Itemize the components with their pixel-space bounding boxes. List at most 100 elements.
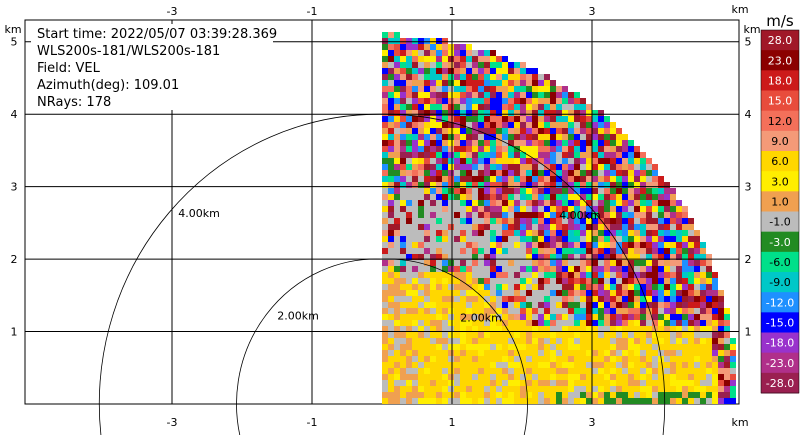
colorbar-swatch <box>761 130 799 152</box>
field-cell <box>646 272 652 278</box>
field-cell <box>466 80 472 86</box>
field-cell <box>544 362 550 368</box>
field-cell <box>550 374 556 380</box>
field-cell <box>508 98 514 104</box>
field-cell <box>730 368 736 374</box>
field-cell <box>418 158 424 164</box>
field-cell <box>502 62 508 68</box>
field-cell <box>664 194 670 200</box>
field-cell <box>604 122 610 128</box>
field-cell <box>562 188 568 194</box>
field-cell <box>730 386 736 392</box>
field-cell <box>706 374 712 380</box>
field-cell <box>544 116 550 122</box>
field-cell <box>484 248 490 254</box>
field-cell <box>436 392 442 398</box>
field-cell <box>574 296 580 302</box>
field-cell <box>640 386 646 392</box>
field-cell <box>544 374 550 380</box>
field-cell <box>490 170 496 176</box>
field-cell <box>412 212 418 218</box>
field-cell <box>406 86 412 92</box>
field-cell <box>538 356 544 362</box>
field-cell <box>436 350 442 356</box>
field-cell <box>436 398 442 404</box>
field-cell <box>610 230 616 236</box>
field-cell <box>664 188 670 194</box>
field-cell <box>580 278 586 284</box>
field-cell <box>586 260 592 266</box>
field-cell <box>550 110 556 116</box>
field-cell <box>406 254 412 260</box>
field-cell <box>388 350 394 356</box>
field-cell <box>646 236 652 242</box>
field-cell <box>568 398 574 404</box>
field-cell <box>502 104 508 110</box>
field-cell <box>442 110 448 116</box>
field-cell <box>574 206 580 212</box>
field-cell <box>598 386 604 392</box>
field-cell <box>388 374 394 380</box>
field-cell <box>454 116 460 122</box>
field-cell <box>436 224 442 230</box>
field-cell <box>532 176 538 182</box>
x-tick-label-top: -3 <box>167 5 178 18</box>
field-cell <box>622 200 628 206</box>
field-cell <box>412 50 418 56</box>
field-cell <box>622 272 628 278</box>
field-cell <box>544 368 550 374</box>
field-cell <box>424 116 430 122</box>
field-cell <box>544 332 550 338</box>
field-cell <box>610 368 616 374</box>
field-cell <box>472 272 478 278</box>
field-cell <box>496 176 502 182</box>
field-cell <box>508 266 514 272</box>
field-cell <box>430 122 436 128</box>
field-cell <box>616 128 622 134</box>
field-cell <box>490 164 496 170</box>
field-cell <box>412 224 418 230</box>
field-cell <box>562 140 568 146</box>
field-cell <box>688 338 694 344</box>
field-cell <box>604 242 610 248</box>
field-cell <box>394 44 400 50</box>
field-cell <box>694 278 700 284</box>
field-cell <box>574 134 580 140</box>
field-cell <box>520 170 526 176</box>
field-cell <box>658 362 664 368</box>
field-cell <box>490 266 496 272</box>
field-cell <box>478 302 484 308</box>
field-cell <box>400 290 406 296</box>
field-cell <box>634 278 640 284</box>
field-cell <box>544 266 550 272</box>
field-cell <box>454 356 460 362</box>
field-cell <box>568 176 574 182</box>
field-cell <box>682 374 688 380</box>
field-cell <box>640 254 646 260</box>
field-cell <box>700 350 706 356</box>
field-cell <box>658 176 664 182</box>
field-cell <box>568 122 574 128</box>
field-cell <box>538 212 544 218</box>
field-cell <box>652 356 658 362</box>
field-cell <box>646 398 652 404</box>
field-cell <box>442 158 448 164</box>
field-cell <box>442 386 448 392</box>
field-cell <box>658 266 664 272</box>
field-cell <box>544 110 550 116</box>
field-cell <box>478 254 484 260</box>
field-cell <box>496 374 502 380</box>
field-cell <box>388 62 394 68</box>
field-cell <box>442 392 448 398</box>
velocity-field <box>382 32 736 404</box>
field-cell <box>448 302 454 308</box>
field-cell <box>688 386 694 392</box>
field-cell <box>460 242 466 248</box>
field-cell <box>490 146 496 152</box>
field-cell <box>382 170 388 176</box>
field-cell <box>430 164 436 170</box>
field-cell <box>562 374 568 380</box>
field-cell <box>388 302 394 308</box>
field-cell <box>496 290 502 296</box>
field-cell <box>484 260 490 266</box>
